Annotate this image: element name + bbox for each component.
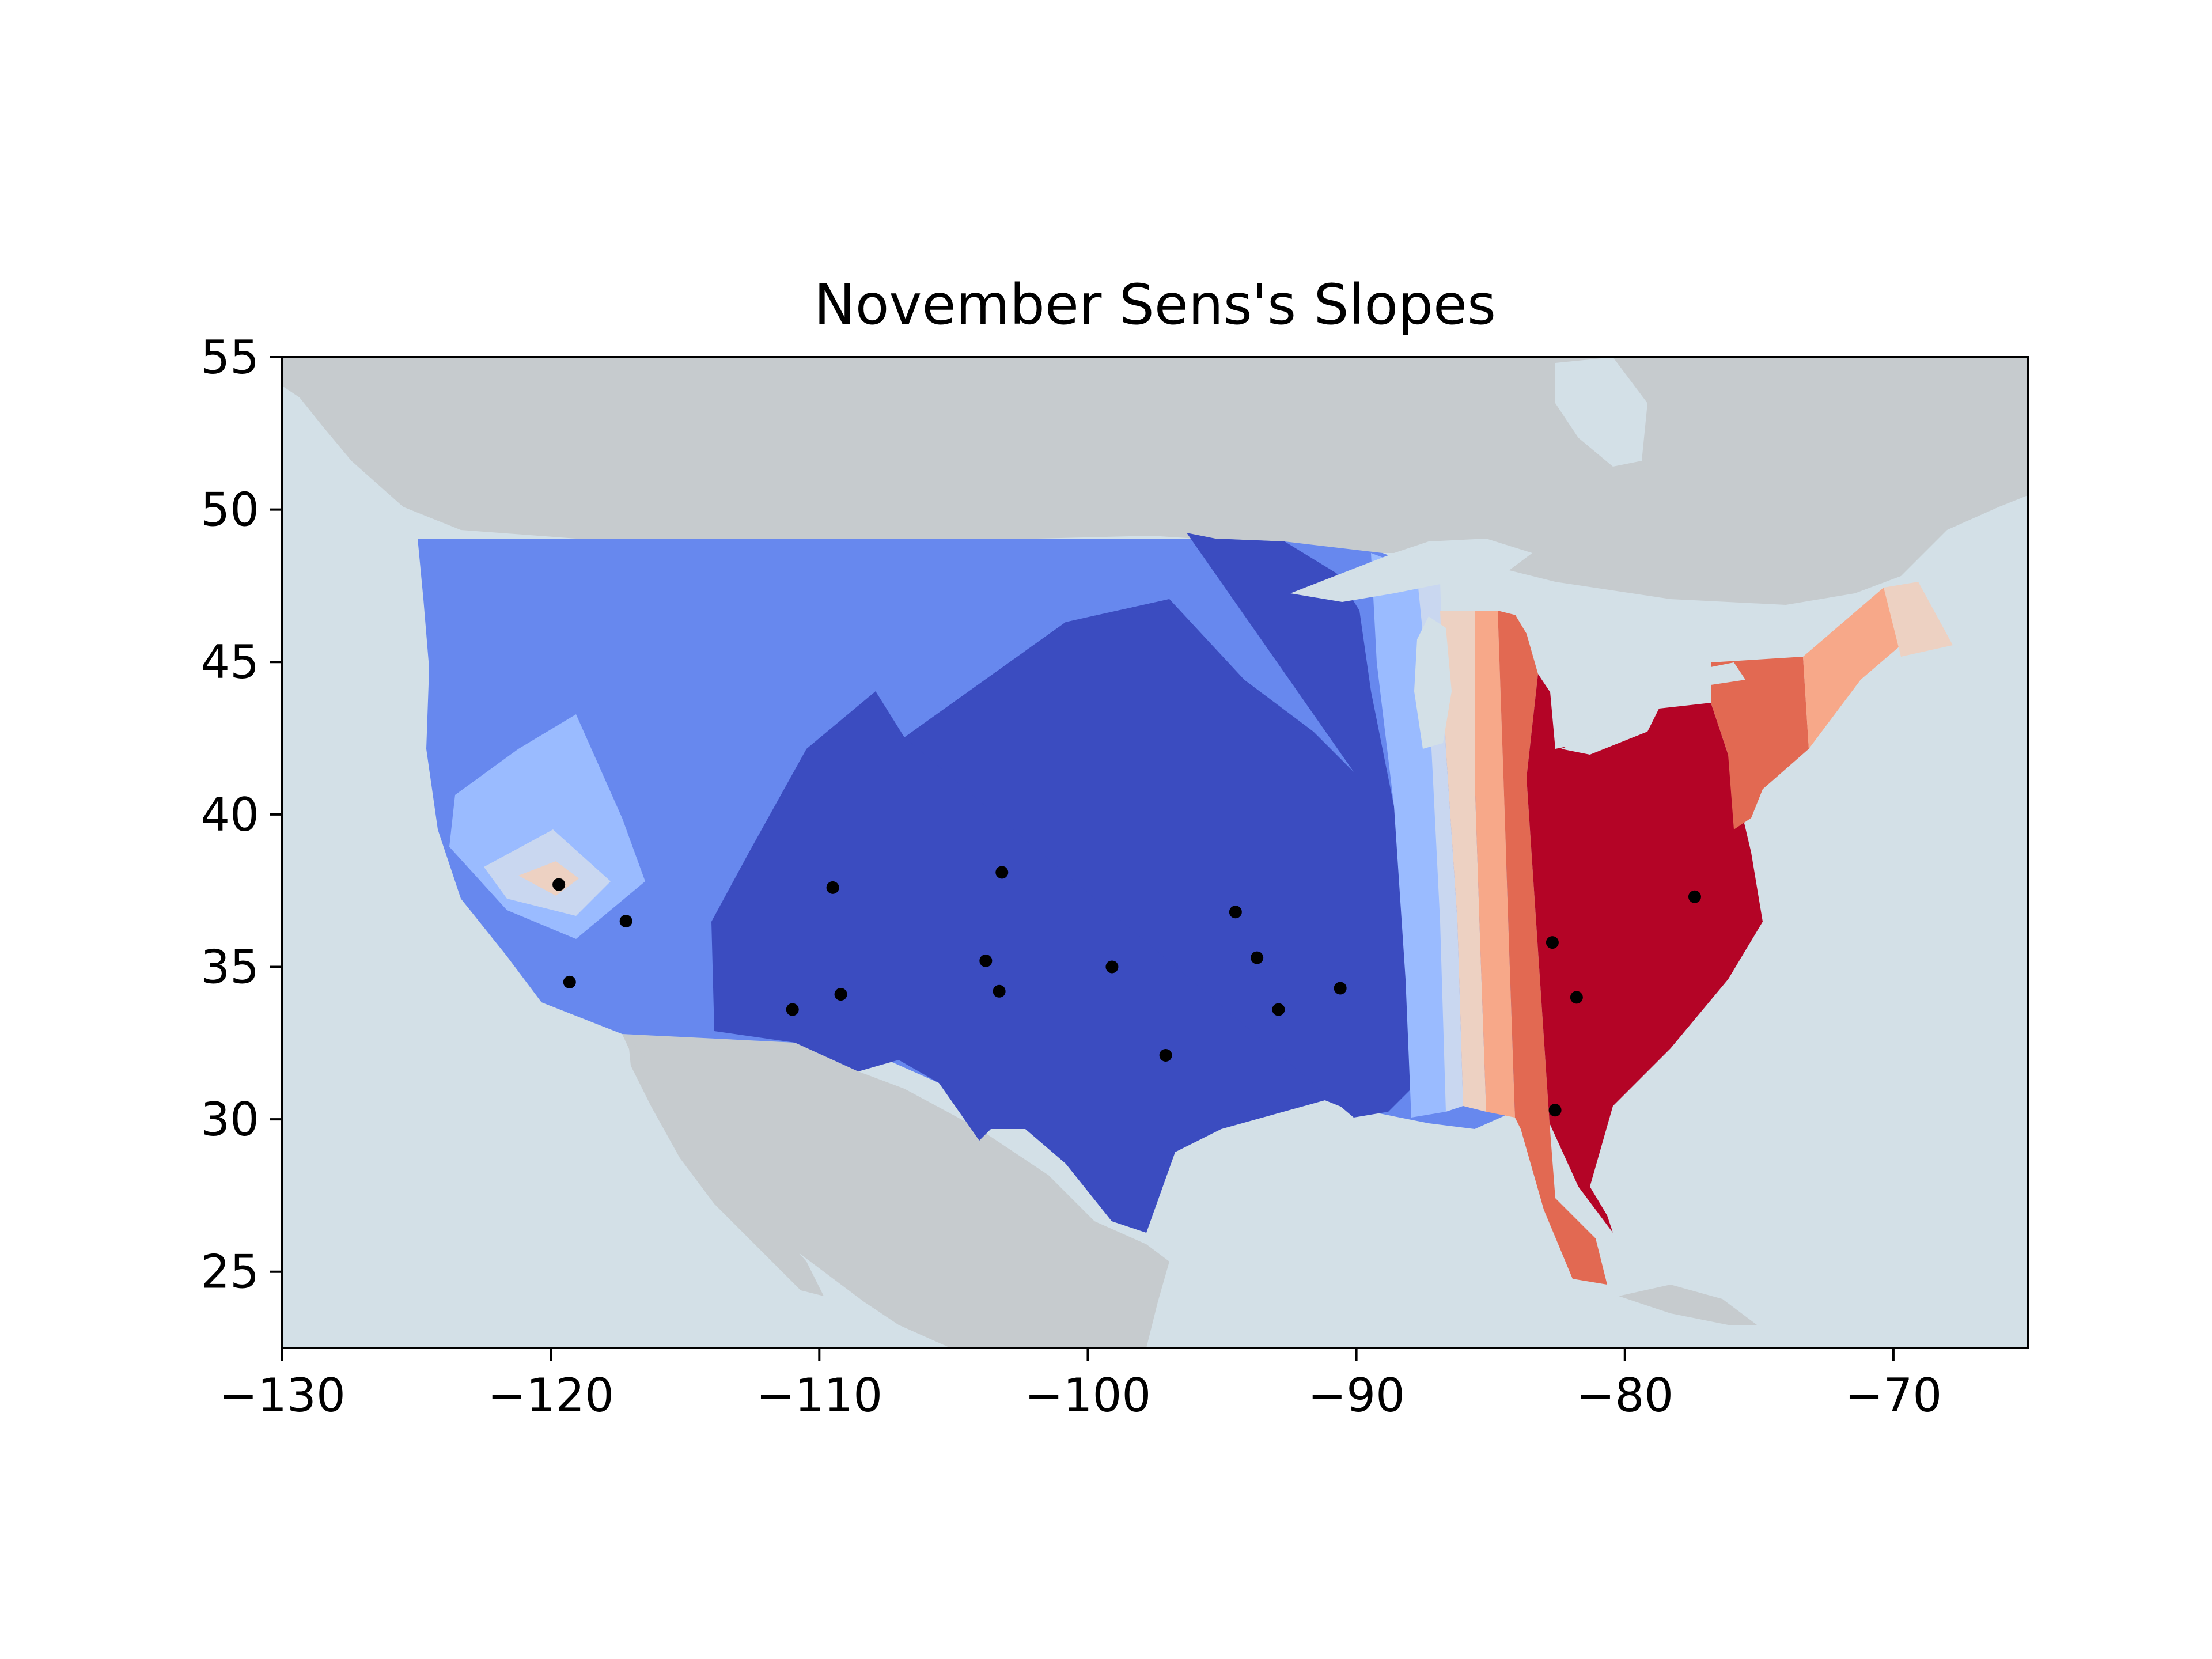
station-point [1272, 1003, 1285, 1016]
y-tick-label: 30 [200, 1093, 259, 1146]
station-point [1334, 982, 1347, 995]
x-tick-label: −70 [1845, 1369, 1942, 1422]
station-point [1229, 906, 1242, 919]
y-tick-label: 40 [200, 788, 259, 842]
y-tick-label: 35 [200, 940, 259, 994]
station-point [826, 881, 839, 894]
station-point [979, 954, 993, 967]
station-point [1570, 991, 1583, 1004]
mexico-land [622, 1034, 1169, 1348]
lake-erie [1561, 709, 1659, 755]
lake-michigan [1414, 616, 1452, 749]
contour-band-illinois [1417, 576, 1463, 1112]
contour-band-michigan [1475, 611, 1515, 1118]
y-tick-label: 50 [200, 483, 259, 537]
station-point [1546, 936, 1559, 949]
contour-band-appalachian [1711, 657, 1809, 830]
x-axis: −130 −120 −110 −100 −90 −80 −70 [219, 1348, 1942, 1422]
x-tick-label: −110 [756, 1369, 882, 1422]
y-tick-label: 45 [200, 635, 259, 689]
contour-band-north [904, 533, 1417, 1118]
contour-band-new-england [1803, 588, 1901, 749]
baja-land [628, 1037, 824, 1296]
station-point [993, 984, 1006, 998]
station-point [995, 866, 1009, 879]
contour-band-maine [1884, 582, 1953, 657]
station-point [834, 988, 847, 1001]
map-layers [282, 357, 2028, 1348]
station-point [786, 1003, 799, 1016]
lake-superior [1290, 539, 1532, 602]
y-axis: 25 30 35 40 45 50 55 [200, 331, 282, 1299]
x-tick-label: −100 [1025, 1369, 1152, 1422]
station-point [1688, 890, 1701, 903]
station-point [1548, 1104, 1562, 1117]
contour-band-ohio [1527, 622, 1763, 1233]
station-point [552, 878, 566, 891]
cuba-land [1619, 1285, 1757, 1325]
lake-huron [1509, 599, 1613, 709]
axes-frame [281, 356, 2029, 1349]
slope-contours [418, 533, 1953, 1285]
station-point [1159, 1048, 1172, 1062]
hudson-bay [1555, 357, 1647, 467]
lake-ontario [1676, 662, 1745, 688]
station-point [563, 975, 576, 988]
station-point [1105, 960, 1119, 974]
x-tick-label: −80 [1576, 1369, 1673, 1422]
x-tick-label: −90 [1308, 1369, 1405, 1422]
station-point [619, 915, 632, 928]
y-tick-label: 55 [200, 331, 259, 384]
contour-band-ohio-west [1498, 611, 1607, 1285]
station-point [1251, 951, 1264, 964]
x-tick-label: −120 [487, 1369, 614, 1422]
chart-title: November Sens's Slopes [814, 272, 1496, 337]
x-tick-label: −130 [219, 1369, 346, 1422]
station-markers [552, 866, 1701, 1117]
y-tick-label: 25 [200, 1245, 259, 1299]
